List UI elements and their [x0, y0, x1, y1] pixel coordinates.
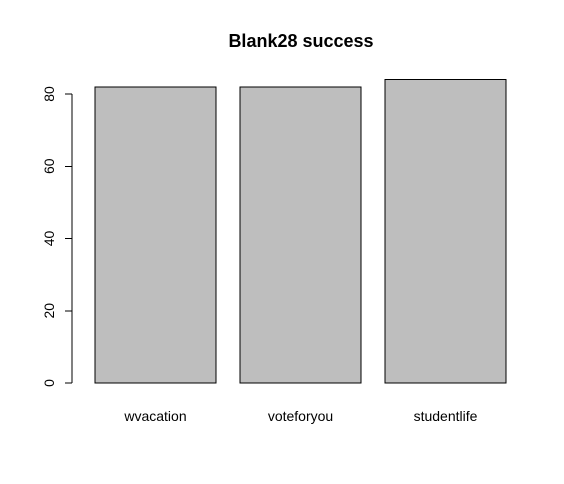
y-axis: 0 20 40 60 80: [41, 86, 73, 387]
bar-voteforyou: [239, 86, 362, 384]
y-tick-label-80: 80: [41, 86, 57, 102]
chart-title: Blank28 success: [228, 31, 373, 51]
bar-wvacation: [94, 86, 217, 384]
y-tick-label-40: 40: [41, 231, 57, 247]
bars-layer: [94, 79, 507, 384]
x-axis-labels: wvacation voteforyou studentlife: [123, 408, 477, 424]
y-tick-label-0: 0: [41, 379, 57, 387]
y-tick-label-20: 20: [41, 303, 57, 319]
category-label-voteforyou: voteforyou: [268, 408, 333, 424]
bar-studentlife: [384, 79, 507, 384]
y-tick-label-60: 60: [41, 158, 57, 174]
category-label-wvacation: wvacation: [123, 408, 186, 424]
category-label-studentlife: studentlife: [414, 408, 478, 424]
